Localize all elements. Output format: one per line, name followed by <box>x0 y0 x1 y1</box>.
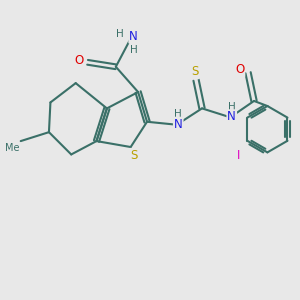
Text: N: N <box>129 30 138 43</box>
Text: S: S <box>130 149 137 162</box>
Text: N: N <box>227 110 236 123</box>
Text: H: H <box>174 109 182 119</box>
Text: H: H <box>116 29 123 39</box>
Text: I: I <box>237 149 240 162</box>
Text: O: O <box>75 54 84 67</box>
Text: Me: Me <box>5 142 19 153</box>
Text: H: H <box>228 102 236 112</box>
Text: H: H <box>130 45 137 55</box>
Text: N: N <box>174 118 183 130</box>
Text: O: O <box>235 63 244 76</box>
Text: S: S <box>191 65 198 78</box>
